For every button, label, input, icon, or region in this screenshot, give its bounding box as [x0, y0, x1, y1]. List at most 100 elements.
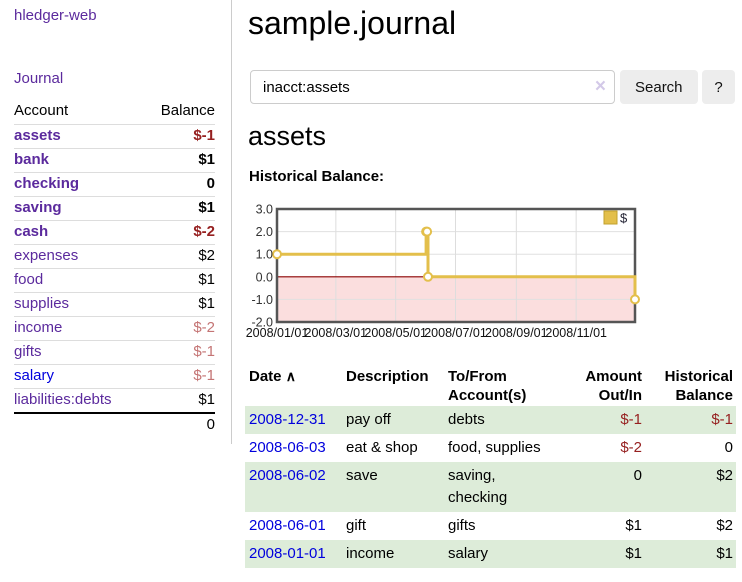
- legend-label: $: [620, 211, 628, 226]
- data-point-marker: [630, 294, 640, 305]
- register-header-date[interactable]: Date ∧: [249, 368, 296, 385]
- svg-text:-2.0: -2.0: [251, 316, 273, 330]
- transaction-description: pay off: [346, 411, 391, 428]
- account-row: bank $1: [14, 148, 215, 173]
- account-balance: $1: [143, 268, 215, 293]
- account-link[interactable]: gifts: [14, 343, 42, 360]
- account-balance: 0: [143, 172, 215, 197]
- transaction-date-link[interactable]: 2008-12-31: [249, 411, 326, 428]
- svg-text:2008/03/01: 2008/03/01: [305, 326, 368, 340]
- account-link[interactable]: assets: [14, 127, 61, 144]
- account-row: saving $1: [14, 196, 215, 221]
- account-link[interactable]: income: [14, 319, 63, 336]
- transaction-description: eat & shop: [346, 439, 418, 456]
- register-row: 2008-06-03 eat & shop food, supplies $-2 0: [245, 434, 736, 462]
- transaction-amount: 0: [633, 467, 642, 484]
- accounts-tree-table: Account Balance assets $-1 bank $1 checking 0…: [14, 99, 215, 437]
- transaction-amount: $-1: [620, 411, 642, 428]
- account-link[interactable]: expenses: [14, 247, 79, 264]
- accounts-total-row: 0: [14, 412, 215, 437]
- account-link[interactable]: cash: [14, 223, 49, 240]
- clear-search-icon[interactable]: ×: [594, 76, 606, 97]
- data-point-marker: [272, 249, 282, 260]
- account-balance: $1: [143, 388, 215, 413]
- transaction-date-link[interactable]: 2008-06-02: [249, 467, 326, 484]
- register-row: 2008-12-31 pay off debts $-1 $-1: [245, 406, 736, 434]
- transaction-amount: $1: [625, 517, 642, 534]
- sidebar-item-journal[interactable]: Journal: [14, 70, 64, 87]
- accounts-header-account: Account: [14, 102, 69, 119]
- transaction-balance: $-1: [711, 411, 733, 428]
- help-button[interactable]: ?: [702, 70, 735, 104]
- chart-label: Historical Balance:: [249, 168, 385, 185]
- svg-text:-1.0: -1.0: [251, 293, 273, 307]
- account-row: cash $-2: [14, 220, 215, 245]
- account-link[interactable]: checking: [14, 175, 80, 192]
- transaction-date-link[interactable]: 2008-01-01: [249, 545, 326, 562]
- account-row: supplies $1: [14, 292, 215, 317]
- sort-asc-icon: ∧: [285, 368, 296, 384]
- historical-balance-chart: $3.0 2.0 1.0 0.0 -1.0 -2.02008/01/012008/03/0…: [246, 203, 640, 340]
- account-row: gifts $-1: [14, 340, 215, 365]
- account-balance: $2: [143, 244, 215, 269]
- transaction-accounts: debts: [448, 411, 485, 428]
- account-balance: $-1: [143, 124, 215, 149]
- account-row: salary $-1: [14, 364, 215, 389]
- transaction-date-link[interactable]: 2008-06-01: [249, 517, 326, 534]
- register-header-balance: Historical Balance: [664, 368, 733, 404]
- account-link[interactable]: liabilities:debts: [14, 391, 112, 408]
- register-row: 2008-06-02 save saving, checking 0 $2: [245, 462, 736, 512]
- account-link[interactable]: bank: [14, 151, 50, 168]
- accounts-total-value: 0: [143, 412, 215, 437]
- account-balance: $-1: [143, 364, 215, 389]
- svg-text:3.0: 3.0: [256, 203, 273, 217]
- account-row: assets $-1: [14, 124, 215, 149]
- register-header-amount: Amount Out/In: [585, 368, 642, 404]
- transaction-description: save: [346, 467, 378, 484]
- svg-text:2008/11/01: 2008/11/01: [545, 326, 607, 340]
- account-link[interactable]: salary: [14, 367, 55, 384]
- account-link[interactable]: food: [14, 271, 44, 288]
- transaction-balance: $1: [716, 545, 733, 562]
- transaction-date-link[interactable]: 2008-06-03: [249, 439, 326, 456]
- accounts-header-balance: Balance: [160, 102, 215, 119]
- transaction-description: income: [346, 545, 395, 562]
- account-balance: $1: [143, 196, 215, 221]
- account-balance: $-2: [143, 316, 215, 341]
- search-button[interactable]: Search: [620, 70, 698, 104]
- transaction-balance: $2: [716, 467, 733, 484]
- svg-text:1.0: 1.0: [256, 248, 273, 262]
- transaction-accounts: saving, checking: [448, 467, 508, 506]
- account-row: income $-2: [14, 316, 215, 341]
- account-link[interactable]: saving: [14, 199, 62, 216]
- app-brand-link[interactable]: hledger-web: [14, 7, 97, 24]
- sidebar-divider: [231, 0, 232, 444]
- register-row: 2008-06-01 gift gifts $1 $2: [245, 512, 736, 540]
- transaction-description: gift: [346, 517, 367, 534]
- account-row: expenses $2: [14, 244, 215, 269]
- data-point-marker: [422, 226, 433, 237]
- svg-text:2008/09/01: 2008/09/01: [485, 326, 548, 340]
- register-header-account: To/From Account(s): [448, 368, 527, 404]
- account-balance: $-2: [143, 220, 215, 245]
- svg-text:0.0: 0.0: [256, 270, 273, 284]
- account-row: liabilities:debts $1: [14, 388, 215, 413]
- transaction-amount: $-2: [620, 439, 642, 456]
- data-point-marker: [423, 271, 433, 282]
- transaction-balance: $2: [716, 517, 733, 534]
- register-table: Date ∧ Description To/From Account(s) Am…: [245, 366, 736, 568]
- transaction-accounts: gifts: [448, 517, 476, 534]
- account-row: food $1: [14, 268, 215, 293]
- svg-text:2008/05/01: 2008/05/01: [364, 326, 427, 340]
- svg-text:2.0: 2.0: [256, 225, 273, 239]
- account-balance: $1: [143, 292, 215, 317]
- svg-text:2008/07/01: 2008/07/01: [424, 326, 487, 340]
- account-link[interactable]: supplies: [14, 295, 70, 312]
- search-field-wrap: ×: [250, 70, 615, 104]
- account-balance: $-1: [143, 340, 215, 365]
- transaction-accounts: salary: [448, 545, 489, 562]
- account-balance: $1: [143, 148, 215, 173]
- transaction-accounts: food, supplies: [448, 439, 541, 456]
- account-title: assets: [248, 121, 327, 151]
- search-input[interactable]: [250, 70, 615, 104]
